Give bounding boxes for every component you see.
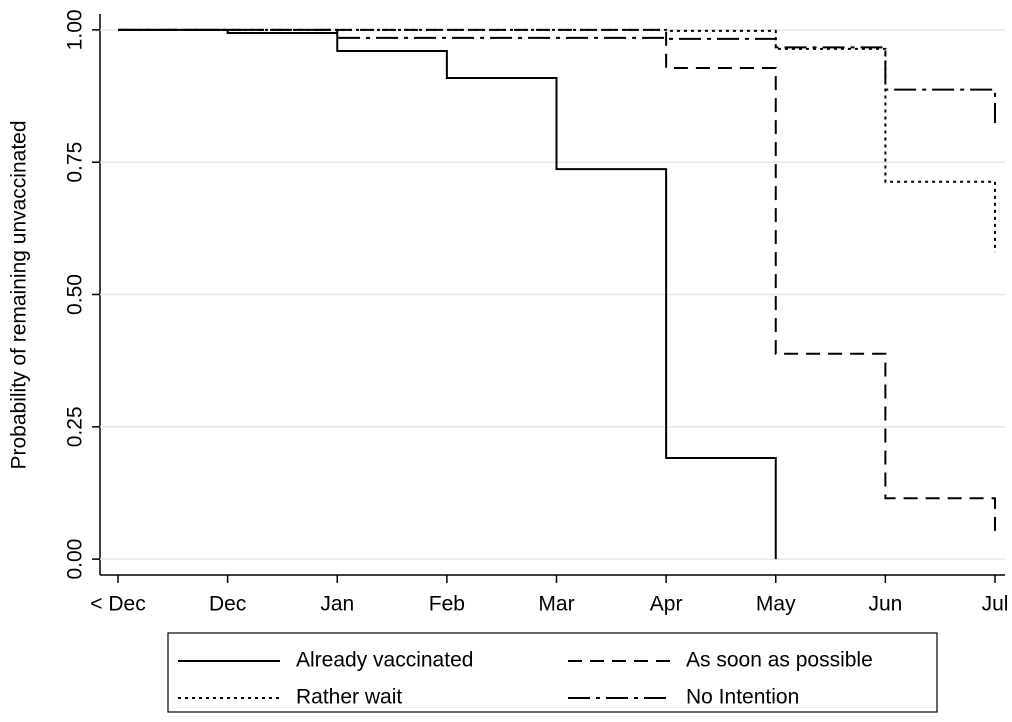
x-tick-label: Jun — [868, 593, 902, 616]
legend-label: As soon as possible — [686, 649, 873, 672]
legend-box — [167, 632, 938, 713]
y-tick-label: 0.00 — [64, 539, 87, 580]
x-tick-label: Feb — [429, 593, 465, 616]
y-tick-label: 0.25 — [64, 406, 87, 447]
legend-label: Rather wait — [296, 686, 402, 709]
x-tick-label: Mar — [538, 593, 574, 616]
survival-line — [118, 28, 996, 538]
y-axis-label: Probability of remaining unvaccinated — [8, 120, 31, 469]
x-tick-label: Apr — [650, 593, 683, 616]
x-tick-label: Jan — [320, 593, 354, 616]
survival-line — [118, 28, 996, 124]
y-tick-label: 0.75 — [64, 142, 87, 183]
x-tick-label: < Dec — [90, 593, 145, 616]
x-tick-label: Dec — [209, 593, 246, 616]
survival-line — [118, 28, 777, 560]
y-tick-label: 1.00 — [64, 9, 87, 50]
x-tick-label: Jul — [982, 593, 1009, 616]
x-tick-label: May — [756, 593, 796, 616]
legend-label: No Intention — [686, 686, 799, 709]
legend-label: Already vaccinated — [296, 649, 473, 672]
y-tick-label: 0.50 — [64, 274, 87, 315]
